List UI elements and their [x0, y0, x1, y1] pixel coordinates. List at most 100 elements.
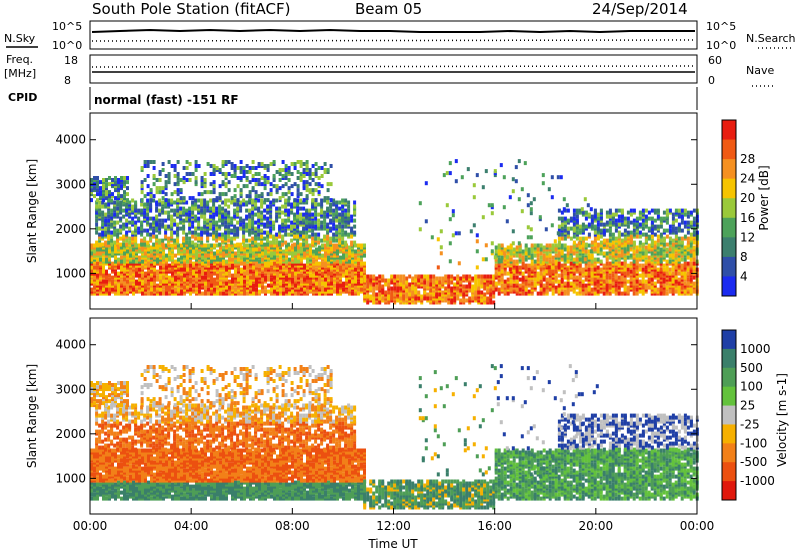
range-time-cell [620, 261, 624, 266]
range-time-cell [227, 160, 231, 164]
range-time-cell [108, 190, 111, 195]
range-time-cell [632, 291, 636, 296]
range-time-cell [224, 172, 228, 176]
range-time-cell [257, 224, 261, 229]
range-time-cell [186, 263, 189, 268]
range-time-cell [131, 198, 135, 203]
range-time-cell [203, 198, 207, 203]
range-time-cell [140, 208, 144, 213]
range-time-cell [257, 242, 261, 247]
range-time-cell [231, 253, 234, 258]
range-time-cell [122, 234, 126, 239]
range-time-cell [95, 230, 99, 235]
range-time-cell [351, 291, 354, 296]
range-time-cell [123, 281, 126, 286]
range-time-cell [414, 300, 418, 305]
range-time-cell [287, 166, 291, 170]
range-time-cell [224, 212, 228, 217]
range-time-cell [152, 216, 156, 221]
range-time-cell [239, 160, 243, 164]
range-time-cell [341, 228, 345, 233]
range-time-cell [224, 160, 228, 164]
range-time-cell [288, 269, 291, 274]
range-time-cell [518, 243, 522, 248]
range-time-cell [210, 273, 213, 278]
range-time-cell [305, 208, 309, 213]
range-time-cell [192, 243, 195, 248]
range-time-cell [125, 242, 129, 247]
range-time-cell [170, 192, 174, 197]
range-time-cell [114, 180, 117, 185]
range-time-cell [239, 216, 243, 221]
range-time-cell [494, 245, 498, 250]
range-time-cell [384, 290, 388, 295]
range-time-cell [189, 259, 192, 264]
range-time-cell [161, 196, 165, 201]
range-time-cell [305, 234, 309, 239]
range-time-cell [96, 251, 99, 256]
range-time-cell [287, 198, 291, 203]
range-time-cell [234, 253, 237, 258]
range-time-cell [257, 162, 261, 166]
range-time-cell [521, 255, 525, 260]
range-time-cell [246, 243, 249, 248]
range-time-cell [116, 212, 120, 217]
range-time-cell [329, 202, 333, 207]
range-time-cell [306, 243, 309, 248]
range-time-cell [414, 286, 418, 291]
range-time-cell [623, 247, 627, 252]
range-time-cell [608, 255, 612, 260]
range-time-cell [236, 198, 240, 203]
range-time-cell [222, 245, 225, 250]
range-time-cell [288, 257, 291, 262]
range-time-cell [299, 192, 303, 197]
range-time-cell [96, 192, 99, 197]
range-time-cell [164, 174, 168, 178]
range-time-cell [191, 234, 195, 239]
range-time-cell [335, 230, 339, 235]
range-time-cell [104, 212, 108, 217]
range-time-cell [632, 253, 636, 258]
range-time-cell [158, 230, 162, 235]
range-time-cell [210, 255, 213, 260]
range-time-cell [587, 249, 591, 254]
range-time-cell [278, 196, 282, 201]
range-time-cell [339, 255, 342, 260]
range-time-cell [453, 296, 457, 301]
range-time-cell [225, 243, 228, 248]
range-time-cell [254, 212, 258, 217]
range-time-cell [239, 170, 243, 174]
range-time-cell [314, 172, 318, 176]
range-time-cell [554, 289, 558, 294]
range-time-cell [191, 172, 195, 176]
range-time-cell [623, 277, 627, 282]
range-time-cell [242, 184, 246, 189]
range-time-cell [509, 287, 513, 292]
range-time-cell [584, 283, 588, 288]
range-time-cell [114, 271, 117, 276]
range-time-cell [375, 292, 379, 297]
range-time-cell [126, 192, 129, 197]
range-time-cell [524, 251, 528, 256]
range-time-cell [135, 253, 138, 258]
range-time-cell [120, 279, 123, 284]
range-time-cell [320, 220, 324, 225]
range-time-cell [650, 253, 654, 258]
range-time-cell [206, 208, 210, 213]
range-time-cell [99, 257, 102, 262]
range-time-cell [251, 198, 255, 203]
range-time-cell [203, 216, 207, 221]
range-time-cell [93, 243, 96, 248]
range-time-cell [465, 284, 469, 289]
range-time-cell [381, 274, 385, 279]
range-time-cell [653, 281, 657, 286]
range-time-cell [167, 204, 171, 209]
range-time-cell [338, 234, 342, 239]
range-time-cell [216, 249, 219, 254]
range-time-cell [222, 251, 225, 256]
range-time-cell [216, 291, 219, 296]
range-time-cell [194, 180, 198, 185]
range-time-cell [161, 222, 165, 227]
range-time-cell [450, 286, 454, 291]
range-time-cell [515, 279, 519, 284]
